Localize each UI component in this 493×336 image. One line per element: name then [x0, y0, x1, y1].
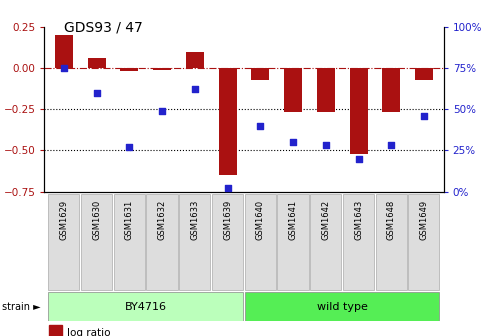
Bar — [88, 58, 106, 68]
Text: GSM1649: GSM1649 — [420, 200, 428, 240]
Point — [256, 123, 264, 128]
Text: GSM1629: GSM1629 — [60, 200, 69, 240]
Text: GSM1643: GSM1643 — [354, 200, 363, 240]
Bar — [415, 68, 433, 80]
Bar — [120, 68, 139, 71]
Point — [420, 113, 428, 119]
Bar — [383, 68, 400, 113]
Bar — [48, 292, 243, 321]
Text: wild type: wild type — [317, 302, 368, 311]
Text: GSM1640: GSM1640 — [256, 200, 265, 240]
Point — [322, 143, 330, 148]
Point — [191, 87, 199, 92]
Bar — [153, 68, 171, 70]
Bar — [245, 194, 276, 290]
Bar — [376, 194, 407, 290]
Point — [289, 139, 297, 145]
Bar — [55, 35, 73, 68]
Bar — [146, 194, 177, 290]
Point — [158, 108, 166, 114]
Text: GSM1648: GSM1648 — [387, 200, 396, 240]
Bar — [350, 68, 368, 154]
Bar — [251, 68, 269, 80]
Bar — [245, 292, 439, 321]
Text: strain ►: strain ► — [2, 302, 41, 311]
Point — [93, 90, 101, 95]
Text: GSM1632: GSM1632 — [158, 200, 167, 240]
Point — [126, 144, 134, 150]
Bar — [317, 68, 335, 113]
Bar — [212, 194, 243, 290]
Point — [354, 156, 362, 161]
Text: GDS93 / 47: GDS93 / 47 — [64, 20, 143, 34]
Text: GSM1631: GSM1631 — [125, 200, 134, 240]
Bar — [49, 325, 62, 336]
Point — [387, 143, 395, 148]
Bar — [310, 194, 341, 290]
Bar — [81, 194, 112, 290]
Text: GSM1633: GSM1633 — [190, 200, 200, 240]
Text: GSM1641: GSM1641 — [288, 200, 298, 240]
Text: log ratio: log ratio — [67, 328, 110, 336]
Text: BY4716: BY4716 — [125, 302, 167, 311]
Bar — [343, 194, 374, 290]
Text: GSM1639: GSM1639 — [223, 200, 232, 240]
Text: GSM1630: GSM1630 — [92, 200, 101, 240]
Bar — [219, 68, 237, 175]
Bar — [408, 194, 439, 290]
Point — [60, 66, 68, 71]
Bar — [186, 51, 204, 68]
Bar — [278, 194, 309, 290]
Point — [224, 185, 232, 191]
Bar — [179, 194, 211, 290]
Bar — [48, 194, 79, 290]
Bar — [284, 68, 302, 113]
Text: GSM1642: GSM1642 — [321, 200, 330, 240]
Bar — [114, 194, 145, 290]
